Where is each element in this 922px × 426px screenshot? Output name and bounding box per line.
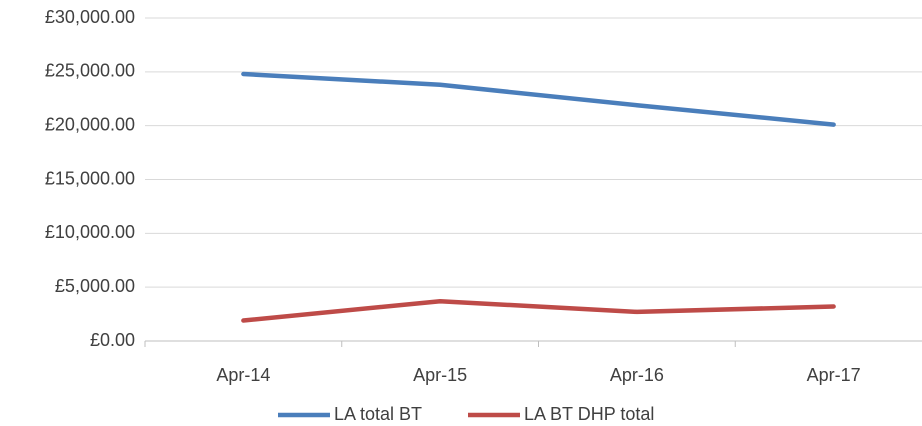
series-line	[241, 298, 836, 323]
x-tick-label: Apr-14	[216, 365, 270, 385]
y-tick-label: £20,000.00	[45, 114, 135, 134]
legend-label: LA BT DHP total	[524, 404, 654, 424]
y-tick-label: £5,000.00	[55, 276, 135, 296]
y-tick-label: £25,000.00	[45, 61, 135, 81]
y-tick-label: £30,000.00	[45, 7, 135, 27]
x-tick-label: Apr-16	[610, 365, 664, 385]
x-tick-label: Apr-15	[413, 365, 467, 385]
y-tick-label: £10,000.00	[45, 222, 135, 242]
y-tick-label: £0.00	[90, 330, 135, 350]
legend-label: LA total BT	[334, 404, 422, 424]
series-line	[241, 71, 836, 127]
x-tick-label: Apr-17	[807, 365, 861, 385]
y-tick-label: £15,000.00	[45, 168, 135, 188]
